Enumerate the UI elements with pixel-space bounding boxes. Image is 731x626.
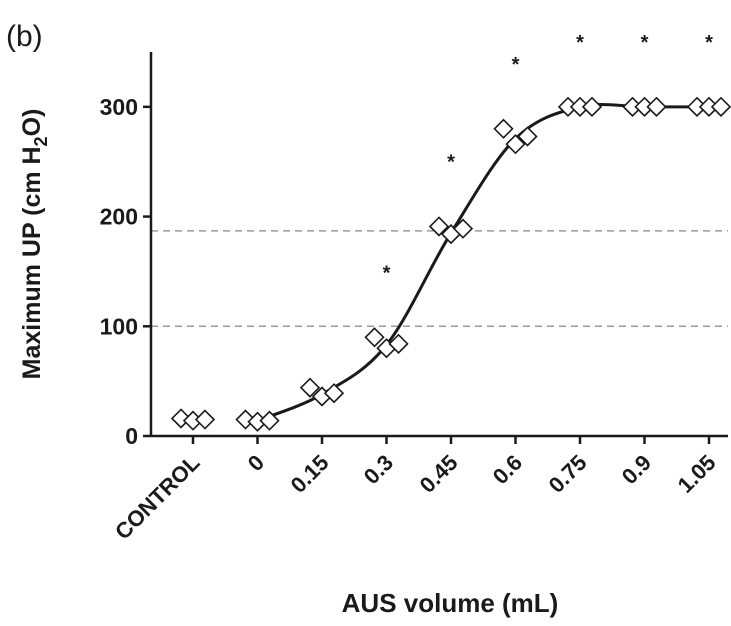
data-point [323, 383, 345, 404]
x-ticks: CONTROL 0 0.15 0.3 0.45 0.6 0.75 0.9 1.05 [110, 436, 721, 544]
x-tick-label: 0.9 [617, 450, 656, 489]
x-tick-label: 0.75 [544, 450, 592, 498]
data-point [710, 96, 731, 117]
data-point [493, 118, 514, 139]
reference-lines [151, 230, 728, 328]
x-tick-label: 0.3 [359, 450, 398, 489]
x-tick-label: 1.05 [673, 450, 721, 498]
data-point [428, 216, 450, 237]
x-tick-label: 0.15 [286, 450, 334, 498]
data-point [452, 218, 474, 239]
data-point [259, 410, 280, 431]
panel-label: (b) [6, 20, 43, 53]
data-point [517, 126, 538, 147]
y-tick-label: 200 [100, 204, 138, 230]
x-tick-label: 0.6 [488, 450, 527, 489]
y-axis-label-subscript: 2 [31, 136, 51, 146]
significance-marker: * [705, 32, 713, 54]
data-point [505, 134, 526, 155]
significance-marker: * [576, 32, 584, 54]
significance-marker: * [447, 151, 455, 173]
fit-line-group [256, 103, 709, 423]
data-point [646, 96, 667, 117]
significance-marker: * [512, 54, 520, 76]
y-axis-label-main: Maximum UP (cm H [18, 146, 46, 379]
significance-markers: * * * * * * [383, 32, 714, 284]
data-point [194, 409, 216, 430]
y-tick-label: 300 [100, 94, 138, 120]
y-ticks: 0 100 200 300 [100, 94, 151, 449]
significance-marker: * [383, 262, 391, 284]
x-tick-label: CONTROL [110, 450, 205, 545]
data-point [299, 377, 321, 398]
x-tick-label: 0.45 [415, 450, 463, 498]
data-point [388, 333, 409, 354]
y-tick-label: 0 [125, 423, 138, 449]
significance-marker: * [641, 32, 649, 54]
data-point [364, 327, 385, 348]
x-tick-label: 0 [243, 450, 269, 476]
fit-line [256, 103, 709, 423]
y-axis-label-end: O) [18, 109, 46, 137]
x-axis-label: AUS volume (mL) [342, 588, 559, 618]
y-tick-label: 100 [100, 313, 138, 339]
data-point [581, 96, 603, 117]
data-points [170, 96, 731, 432]
y-axis-label: Maximum UP (cm H2O) [18, 109, 51, 380]
